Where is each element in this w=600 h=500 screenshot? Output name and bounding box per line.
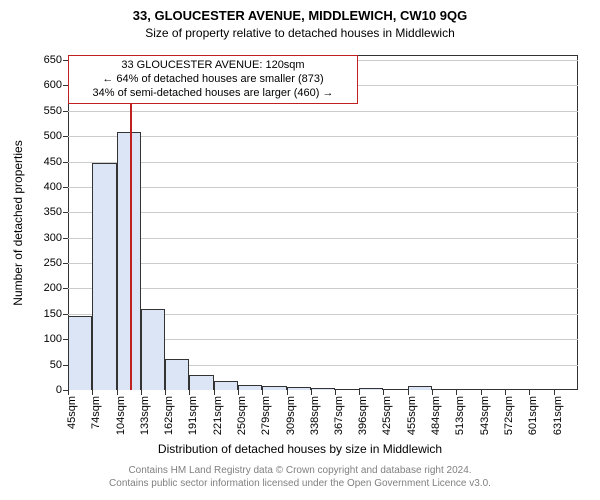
xtick-mark [189,390,190,395]
histogram-bar [165,359,189,390]
xtick-label: 513sqm [454,396,466,435]
chart-title: 33, GLOUCESTER AVENUE, MIDDLEWICH, CW10 … [0,0,600,24]
xtick-label: 631sqm [552,396,564,435]
annotation-line1: 33 GLOUCESTER AVENUE: 120sqm [77,59,349,73]
x-axis-label: Distribution of detached houses by size … [0,442,600,456]
xtick-mark [287,390,288,395]
gridline-h [68,212,578,213]
xtick-mark [68,390,69,395]
ytick-label: 500 [44,130,68,142]
xtick-label: 543sqm [479,396,491,435]
xtick-mark [311,390,312,395]
xtick-mark [432,390,433,395]
ytick-label: 600 [44,79,68,91]
annotation-box: 33 GLOUCESTER AVENUE: 120sqm ← 64% of de… [68,55,358,104]
histogram-bar [238,385,262,390]
ytick-label: 300 [44,232,68,244]
xtick-label: 425sqm [381,396,393,435]
ytick-label: 150 [44,308,68,320]
xtick-label: 250sqm [236,396,248,435]
xtick-label: 45sqm [66,396,78,429]
ytick-label: 450 [44,156,68,168]
histogram-bar [311,388,335,390]
ytick-label: 350 [44,206,68,218]
xtick-mark [214,390,215,395]
annotation-line3: 34% of semi-detached houses are larger (… [77,87,349,101]
footer-line2: Contains public sector information licen… [0,478,600,491]
histogram-bar [359,388,383,390]
y-axis-label: Number of detached properties [11,55,25,390]
chart-subtitle: Size of property relative to detached ho… [0,24,600,40]
xtick-label: 455sqm [406,396,418,435]
xtick-label: 338sqm [309,396,321,435]
histogram-bar [287,387,311,390]
xtick-mark [408,390,409,395]
reference-line [130,55,132,390]
xtick-mark [262,390,263,395]
xtick-mark [383,390,384,395]
histogram-bar [68,316,92,390]
xtick-label: 396sqm [357,396,369,435]
gridline-h [68,162,578,163]
xtick-label: 601sqm [527,396,539,435]
xtick-mark [141,390,142,395]
ytick-label: 650 [44,54,68,66]
xtick-label: 367sqm [333,396,345,435]
histogram-bar [214,381,238,390]
ytick-label: 100 [44,333,68,345]
xtick-label: 162sqm [163,396,175,435]
xtick-mark [359,390,360,395]
xtick-mark [554,390,555,395]
histogram-bar [262,386,287,390]
xtick-mark [529,390,530,395]
xtick-label: 572sqm [503,396,515,435]
xtick-label: 309sqm [285,396,297,435]
gridline-h [68,187,578,188]
gridline-h [68,111,578,112]
xtick-label: 104sqm [115,396,127,435]
gridline-h [68,288,578,289]
xtick-mark [117,390,118,395]
gridline-h [68,263,578,264]
plot-area: 0501001502002503003504004505005506006504… [68,55,578,390]
histogram-bar [141,309,165,390]
xtick-mark [92,390,93,395]
xtick-mark [165,390,166,395]
xtick-mark [238,390,239,395]
ytick-label: 200 [44,282,68,294]
xtick-mark [456,390,457,395]
ytick-label: 250 [44,257,68,269]
gridline-h [68,238,578,239]
ytick-label: 400 [44,181,68,193]
xtick-label: 279sqm [260,396,272,435]
ytick-label: 50 [50,359,68,371]
xtick-label: 74sqm [90,396,102,429]
ytick-label: 550 [44,105,68,117]
xtick-mark [481,390,482,395]
ytick-label: 0 [56,384,68,396]
footer-attribution: Contains HM Land Registry data © Crown c… [0,465,600,490]
xtick-label: 484sqm [430,396,442,435]
annotation-line2: ← 64% of detached houses are smaller (87… [77,73,349,87]
xtick-label: 133sqm [139,396,151,435]
histogram-bar [117,132,141,390]
histogram-bar [408,386,432,390]
histogram-bar [189,375,214,390]
xtick-mark [335,390,336,395]
footer-line1: Contains HM Land Registry data © Crown c… [0,465,600,478]
xtick-label: 221sqm [212,396,224,435]
xtick-label: 191sqm [187,396,199,435]
histogram-bar [92,163,117,390]
chart-container: 33, GLOUCESTER AVENUE, MIDDLEWICH, CW10 … [0,0,600,500]
gridline-h [68,136,578,137]
xtick-mark [505,390,506,395]
